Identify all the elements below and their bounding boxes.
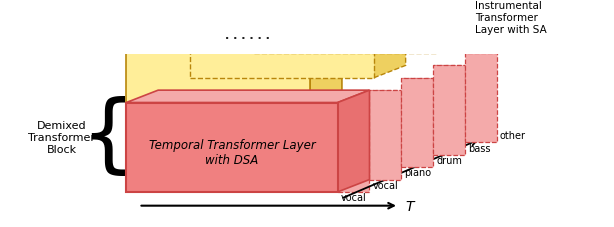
Text: Instrumental
Transformer
Layer with SA: Instrumental Transformer Layer with SA: [475, 2, 547, 35]
Polygon shape: [438, 0, 469, 54]
Text: vocal: vocal: [373, 180, 398, 190]
Polygon shape: [126, 38, 310, 103]
Polygon shape: [190, 1, 406, 13]
Polygon shape: [402, 78, 433, 168]
Polygon shape: [254, 0, 438, 54]
Text: {: {: [80, 96, 135, 179]
Polygon shape: [126, 91, 370, 103]
Text: $T$: $T$: [405, 199, 416, 213]
Polygon shape: [126, 103, 338, 192]
Text: Demixed
Transformer
Block: Demixed Transformer Block: [28, 121, 95, 154]
Polygon shape: [190, 13, 374, 78]
Text: bass: bass: [468, 143, 491, 153]
Polygon shape: [433, 66, 465, 155]
Polygon shape: [465, 54, 497, 143]
Polygon shape: [370, 91, 402, 180]
Polygon shape: [338, 103, 370, 192]
Text: Temporal Transformer Layer
with DSA: Temporal Transformer Layer with DSA: [149, 138, 316, 166]
Text: · · · · · ·: · · · · · ·: [225, 34, 270, 44]
Polygon shape: [310, 26, 342, 103]
Polygon shape: [126, 26, 342, 38]
Text: drum: drum: [437, 155, 462, 165]
Polygon shape: [374, 1, 406, 78]
Text: other: other: [500, 131, 526, 141]
Polygon shape: [338, 91, 370, 192]
Text: piano: piano: [405, 168, 432, 178]
Text: vocal: vocal: [341, 192, 367, 202]
